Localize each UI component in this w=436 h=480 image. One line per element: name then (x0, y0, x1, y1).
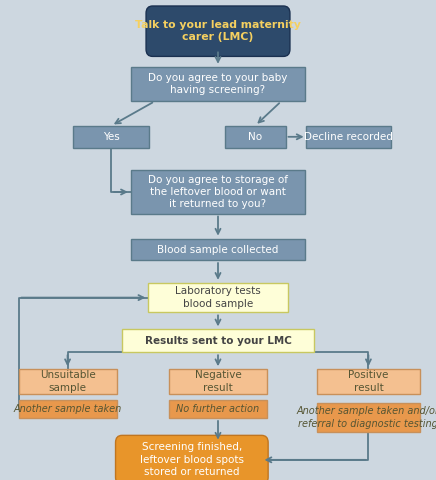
FancyBboxPatch shape (122, 329, 314, 352)
Text: No further action: No further action (177, 404, 259, 414)
FancyBboxPatch shape (146, 6, 290, 56)
FancyBboxPatch shape (169, 400, 267, 418)
FancyBboxPatch shape (306, 126, 392, 148)
Text: Yes: Yes (103, 132, 119, 142)
FancyBboxPatch shape (317, 403, 420, 432)
Text: Another sample taken: Another sample taken (14, 404, 122, 414)
FancyBboxPatch shape (169, 369, 267, 394)
FancyBboxPatch shape (73, 126, 149, 148)
FancyBboxPatch shape (225, 126, 286, 148)
Text: Another sample taken and/or
referral to diagnostic testing: Another sample taken and/or referral to … (297, 407, 436, 429)
Text: Decline recorded: Decline recorded (304, 132, 393, 142)
FancyBboxPatch shape (131, 170, 305, 214)
FancyBboxPatch shape (18, 400, 117, 418)
FancyBboxPatch shape (18, 369, 117, 394)
Text: Screening finished,
leftover blood spots
stored or returned: Screening finished, leftover blood spots… (140, 443, 244, 477)
FancyBboxPatch shape (116, 435, 268, 480)
Text: Blood sample collected: Blood sample collected (157, 245, 279, 254)
Text: Positive
result: Positive result (348, 371, 388, 393)
Text: Do you agree to your baby
having screening?: Do you agree to your baby having screeni… (148, 73, 288, 95)
Text: Results sent to your LMC: Results sent to your LMC (145, 336, 291, 346)
FancyBboxPatch shape (317, 369, 420, 394)
Text: Negative
result: Negative result (194, 371, 242, 393)
FancyBboxPatch shape (131, 67, 305, 101)
FancyBboxPatch shape (148, 283, 288, 312)
FancyBboxPatch shape (131, 239, 305, 260)
Text: Do you agree to storage of
the leftover blood or want
it returned to you?: Do you agree to storage of the leftover … (148, 175, 288, 209)
Text: Talk to your lead maternity
carer (LMC): Talk to your lead maternity carer (LMC) (135, 20, 301, 42)
Text: Unsuitable
sample: Unsuitable sample (40, 371, 95, 393)
Text: Laboratory tests
blood sample: Laboratory tests blood sample (175, 287, 261, 309)
Text: No: No (248, 132, 262, 142)
